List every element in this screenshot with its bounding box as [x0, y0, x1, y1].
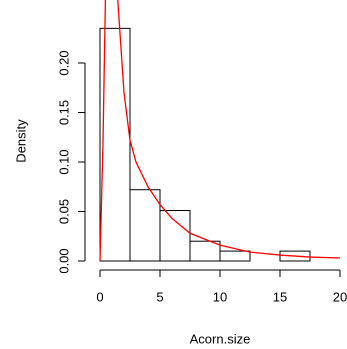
bar [189, 240, 221, 262]
bar [219, 250, 251, 262]
y-tick-label: 0.10 [56, 149, 71, 174]
x-tick-label: 15 [273, 289, 287, 304]
bar [129, 189, 161, 262]
x-axis-label: Acorn.size [190, 331, 251, 346]
x-tick-label: 10 [213, 289, 227, 304]
density-curve [99, 0, 341, 262]
y-tick-label: 0.00 [56, 248, 71, 273]
x-tick-label: 5 [156, 289, 163, 304]
y-tick-label: 0.20 [56, 50, 71, 75]
x-tick-label: 0 [96, 289, 103, 304]
x-tick-label: 20 [333, 289, 347, 304]
y-tick-label: 0.05 [56, 199, 71, 224]
bar [159, 210, 191, 262]
y-tick-label: 0.15 [56, 100, 71, 125]
y-axis-label: Density [13, 119, 28, 163]
bar [99, 27, 131, 262]
